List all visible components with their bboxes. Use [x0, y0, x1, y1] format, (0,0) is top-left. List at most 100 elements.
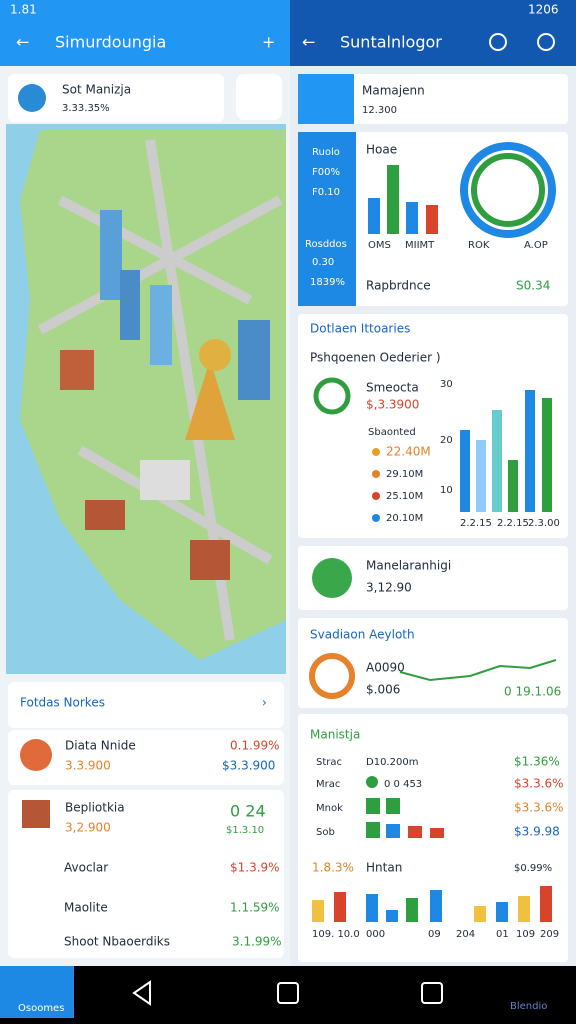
panel-label: A.OP [524, 240, 548, 251]
decoration [518, 896, 530, 922]
search-name: Sot Manizja [62, 83, 131, 97]
decoration [426, 205, 438, 234]
bottom-right: $0.99% [514, 863, 552, 874]
panel-label: ROK [468, 240, 490, 251]
nav-home-button[interactable] [277, 982, 299, 1004]
decoration [406, 898, 418, 922]
side-label: 0.30 [312, 257, 334, 268]
item-name: Diata Nnide [65, 739, 136, 753]
item-sub: 3.3.900 [65, 759, 111, 773]
decoration [37, 139, 283, 641]
item-name: Shoot Nbaoerdiks [64, 935, 170, 949]
back-icon[interactable]: ← [16, 33, 29, 52]
decoration [150, 285, 172, 365]
decoration [542, 398, 552, 512]
decoration [496, 902, 508, 922]
decoration [334, 892, 346, 922]
decoration [298, 618, 568, 708]
nav-home[interactable]: Osoomes [18, 1003, 64, 1014]
cell: $3.9.98 [514, 825, 560, 839]
trend-name: A0090 [366, 661, 405, 675]
add-icon[interactable]: + [262, 33, 275, 52]
nav-recent[interactable] [421, 982, 443, 1004]
card-value: 12.300 [362, 105, 397, 116]
decoration [8, 790, 284, 958]
item-value: 1.1.59% [230, 901, 280, 915]
nav-profile[interactable]: Blendio [510, 1001, 547, 1012]
decoration [298, 546, 568, 610]
decoration [18, 84, 46, 112]
panel-footer: Rapbrdnce [366, 279, 431, 293]
decoration [100, 210, 122, 300]
decoration [85, 500, 125, 530]
nav-back[interactable] [132, 980, 151, 1006]
bottom-label: 209 [540, 929, 559, 940]
item-value: $3.3.900 [222, 759, 275, 773]
decoration [386, 910, 398, 922]
legend-title: Sbaonted [368, 427, 416, 438]
legend-item: 25.10M [386, 491, 423, 502]
decoration [312, 900, 324, 922]
item-sub: 3,2.900 [65, 821, 111, 835]
decoration [20, 739, 52, 771]
decoration [366, 822, 380, 838]
decoration [476, 440, 486, 512]
chevron[interactable]: › [262, 696, 267, 710]
decoration [298, 132, 356, 306]
decoration [60, 350, 94, 390]
bottom-label: 204 [456, 929, 475, 940]
decoration [430, 828, 444, 838]
decoration [366, 776, 378, 788]
decoration [492, 410, 502, 512]
cell: D10.200m [366, 757, 418, 768]
decoration [368, 198, 380, 234]
side-label: F0.10 [312, 187, 340, 198]
decoration [190, 540, 230, 580]
bottom-label: 109 [516, 929, 535, 940]
decoration [22, 800, 50, 828]
back-icon[interactable]: ← [302, 33, 315, 52]
panel-side: Ruolo F00% F0.10 Rosddos 0.30 1839% [305, 147, 347, 288]
decoration [540, 886, 552, 922]
panel-label: MIIMT [405, 240, 435, 251]
x-label: 2.3.00 [528, 518, 560, 529]
cell: 0 0 453 [384, 779, 422, 790]
decoration [372, 470, 380, 478]
decoration [8, 74, 224, 122]
item-name: Bepliotkia [65, 801, 125, 815]
decoration [199, 339, 231, 371]
place-value: 3,12.90 [366, 581, 412, 595]
decoration [0, 966, 74, 1018]
item-value: 3.1.99% [232, 935, 282, 949]
panel-footer-value: S0.34 [516, 279, 550, 293]
decoration [0, 966, 576, 1024]
decoration [489, 33, 507, 51]
cell: Mnok [316, 803, 343, 814]
cell: Strac [316, 757, 342, 768]
decoration [508, 460, 518, 512]
bottom-mid: Hntan [366, 861, 402, 875]
bottom-label: 109. 10.0 [312, 929, 360, 940]
item-value: $1.3.9% [230, 861, 280, 875]
axis-label: 10 [440, 485, 453, 496]
legend-item: 29.10M [386, 469, 423, 480]
legend-item: 20.10M [386, 513, 423, 524]
decoration [290, 0, 576, 66]
decoration [120, 270, 140, 340]
left-title: Simurdoungia [55, 33, 166, 52]
decoration [0, 0, 290, 66]
side-label: F00% [312, 167, 340, 178]
side-label: Rosddos [305, 239, 347, 250]
decoration [298, 74, 568, 124]
decoration [185, 360, 235, 440]
decoration [236, 74, 282, 120]
trend-value: $.006 [366, 683, 400, 697]
place-name: Manelaranhigi [366, 559, 451, 573]
decoration [312, 558, 352, 598]
decoration [408, 826, 422, 838]
decoration [140, 460, 190, 500]
decoration [372, 514, 380, 522]
decoration [399, 659, 557, 682]
